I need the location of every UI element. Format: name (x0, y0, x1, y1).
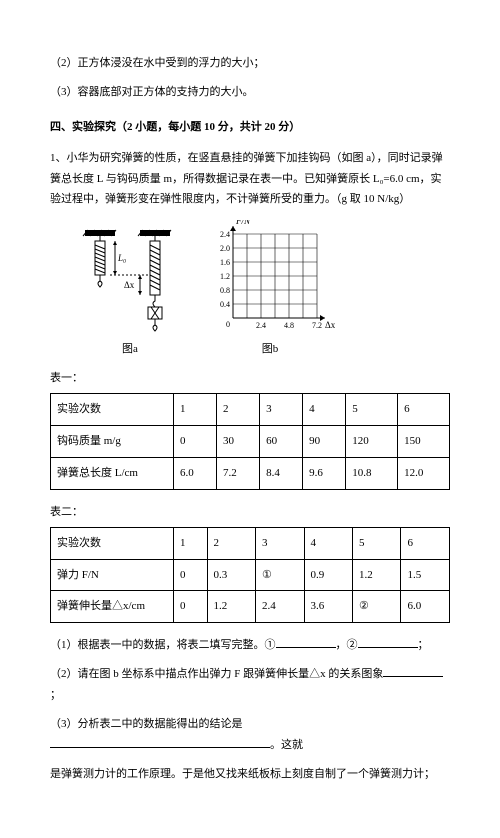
cell: 钩码质量 m/g (51, 426, 174, 458)
section-4-title: 四、实验探究（2 小题，每小题 10 分，共计 20 分） (50, 117, 450, 138)
cell: 4 (304, 527, 352, 559)
cell: 10.8 (346, 457, 398, 489)
blank-2[interactable] (358, 635, 418, 648)
cell: 5 (352, 527, 400, 559)
cell: 3 (260, 394, 303, 426)
sub-question-3: （3）分析表二中的数据能得出的结论是。这就 (50, 714, 450, 756)
cell: 6 (398, 394, 450, 426)
cell: 60 (260, 426, 303, 458)
cell: 弹簧总长度 L/cm (51, 457, 174, 489)
cell: 2.4 (256, 591, 304, 623)
svg-text:L₀: L₀ (117, 253, 126, 263)
cell: 0 (174, 426, 217, 458)
cell: 弹簧伸长量△x/cm (51, 591, 174, 623)
table-2: 实验次数123456弹力 F/N00.3①0.91.21.5弹簧伸长量△x/cm… (50, 527, 450, 624)
cell: 7.2 (217, 457, 260, 489)
problem-1-intro: 1、小华为研究弹簧的性质，在竖直悬挂的弹簧下加挂钩码（如图 a），同时记录弹簧总… (50, 148, 450, 211)
cell: ② (352, 591, 400, 623)
cell: 0.9 (304, 559, 352, 591)
svg-text:2.4: 2.4 (256, 321, 266, 330)
cell: 2 (217, 394, 260, 426)
svg-text:1.2: 1.2 (220, 272, 230, 281)
cell: 12.0 (398, 457, 450, 489)
sub-question-2: （2）请在图 b 坐标系中描点作出弹力 F 跟弹簧伸长量△x 的关系图象 ； (50, 664, 450, 706)
cell: 8.4 (260, 457, 303, 489)
figure-b: 2.4 2.0 1.6 1.2 0.8 0.4 2.4 4.8 7.2 0 F/N Δx/cm 图b (205, 220, 335, 360)
cell: 5 (346, 394, 398, 426)
sub1-text-a: （1）根据表一中的数据，将表二填写完整。① (50, 639, 276, 651)
sub-question-1: （1）根据表一中的数据，将表二填写完整。① ，② ； (50, 635, 450, 656)
blank-3[interactable] (383, 664, 443, 677)
table-1: 实验次数123456 钩码质量 m/g0306090120150 弹簧总长度 L/c… (50, 393, 450, 490)
svg-text:Δx/cm: Δx/cm (325, 320, 335, 330)
question-3: （3）容器底部对正方体的支持力的大小。 (50, 82, 450, 103)
cell: 30 (217, 426, 260, 458)
cell: 150 (398, 426, 450, 458)
sub3-text-b: 。这就 (270, 739, 303, 751)
blank-1[interactable] (276, 635, 336, 648)
cell: 2 (207, 527, 255, 559)
figure-a: L₀ Δx 图a (80, 225, 180, 360)
cell: ① (256, 559, 304, 591)
svg-text:0: 0 (226, 320, 230, 329)
sub2-text-a: （2）请在图 b 坐标系中描点作出弹力 F 跟弹簧伸长量△x 的关系图象 (50, 668, 383, 680)
cell: 9.6 (303, 457, 346, 489)
sub3-text-a: （3）分析表二中的数据能得出的结论是 (50, 718, 243, 730)
cell: 90 (303, 426, 346, 458)
cell: 3 (256, 527, 304, 559)
cell: 120 (346, 426, 398, 458)
cell: 6.0 (174, 457, 217, 489)
sub-question-3-cont: 是弹簧测力计的工作原理。于是他又找来纸板标上刻度自制了一个弹簧测力计； (50, 764, 450, 785)
cell: 6.0 (401, 591, 450, 623)
cell: 1.2 (352, 559, 400, 591)
svg-text:F/N: F/N (235, 220, 251, 226)
cell: 4 (303, 394, 346, 426)
chart-svg: 2.4 2.0 1.6 1.2 0.8 0.4 2.4 4.8 7.2 0 F/N Δx/cm (205, 220, 335, 335)
cell: 1.2 (207, 591, 255, 623)
table1-label: 表一： (50, 368, 450, 389)
cell: 1.5 (401, 559, 450, 591)
svg-text:2.4: 2.4 (220, 230, 230, 239)
svg-text:7.2: 7.2 (312, 321, 322, 330)
spring-diagram-svg: L₀ Δx (80, 225, 180, 335)
table2-label: 表二： (50, 502, 450, 523)
sub1-text-b: ，② (336, 639, 358, 651)
svg-text:4.8: 4.8 (284, 321, 294, 330)
sub2-text-b: ； (50, 689, 61, 701)
cell: 0 (174, 559, 208, 591)
figure-a-label: 图a (122, 339, 138, 360)
cell: 6 (401, 527, 450, 559)
cell: 3.6 (304, 591, 352, 623)
figure-area: L₀ Δx 图a 2.42.01.61 (80, 220, 450, 360)
svg-text:Δx: Δx (124, 280, 135, 290)
figure-b-label: 图b (262, 339, 279, 360)
svg-text:0.8: 0.8 (220, 286, 230, 295)
sub1-text-c: ； (418, 639, 429, 651)
svg-text:0.4: 0.4 (220, 300, 230, 309)
cell: 0 (174, 591, 208, 623)
question-2: （2）正方体浸没在水中受到的浮力的大小； (50, 53, 450, 74)
svg-text:1.6: 1.6 (220, 258, 230, 267)
svg-text:2.0: 2.0 (220, 244, 230, 253)
blank-4[interactable] (50, 735, 270, 748)
cell: 0.3 (207, 559, 255, 591)
cell: 实验次数 (51, 394, 174, 426)
cell: 弹力 F/N (51, 559, 174, 591)
cell: 1 (174, 394, 217, 426)
cell: 1 (174, 527, 208, 559)
cell: 实验次数 (51, 527, 174, 559)
